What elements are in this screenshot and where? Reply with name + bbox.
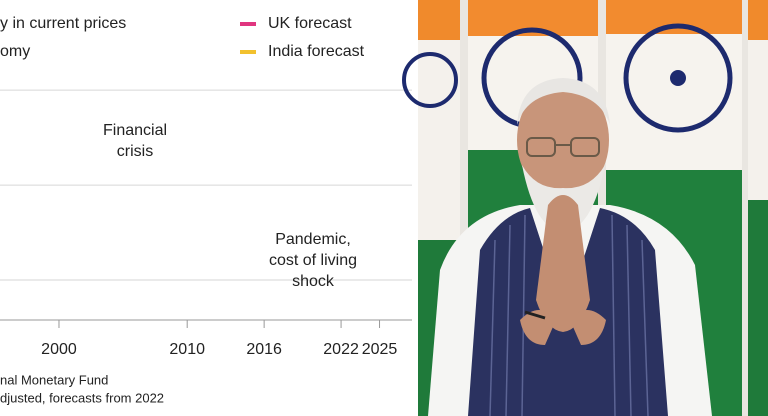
- legend-label: India forecast: [268, 43, 365, 60]
- source-note: djusted, forecasts from 2022: [0, 390, 164, 405]
- x-tick-label: 2010: [169, 341, 205, 358]
- chart-subtitle: omy: [0, 43, 30, 60]
- source-note: nal Monetary Fund: [0, 372, 108, 387]
- annotation: shock: [292, 273, 335, 290]
- x-tick-label: 2025: [362, 341, 398, 358]
- x-tick-label: 2016: [246, 341, 282, 358]
- photo: [402, 0, 768, 416]
- annotation: cost of living: [269, 252, 357, 269]
- x-tick-label: 2000: [41, 341, 77, 358]
- annotation: Financial: [103, 122, 167, 139]
- annotation: crisis: [117, 143, 153, 160]
- chart-title: y in current prices: [0, 15, 126, 32]
- legend-label: UK forecast: [268, 15, 352, 32]
- person: [428, 78, 712, 416]
- annotation: Pandemic,: [275, 231, 351, 248]
- chart-background: [0, 0, 418, 416]
- x-tick-label: 2022: [323, 341, 359, 358]
